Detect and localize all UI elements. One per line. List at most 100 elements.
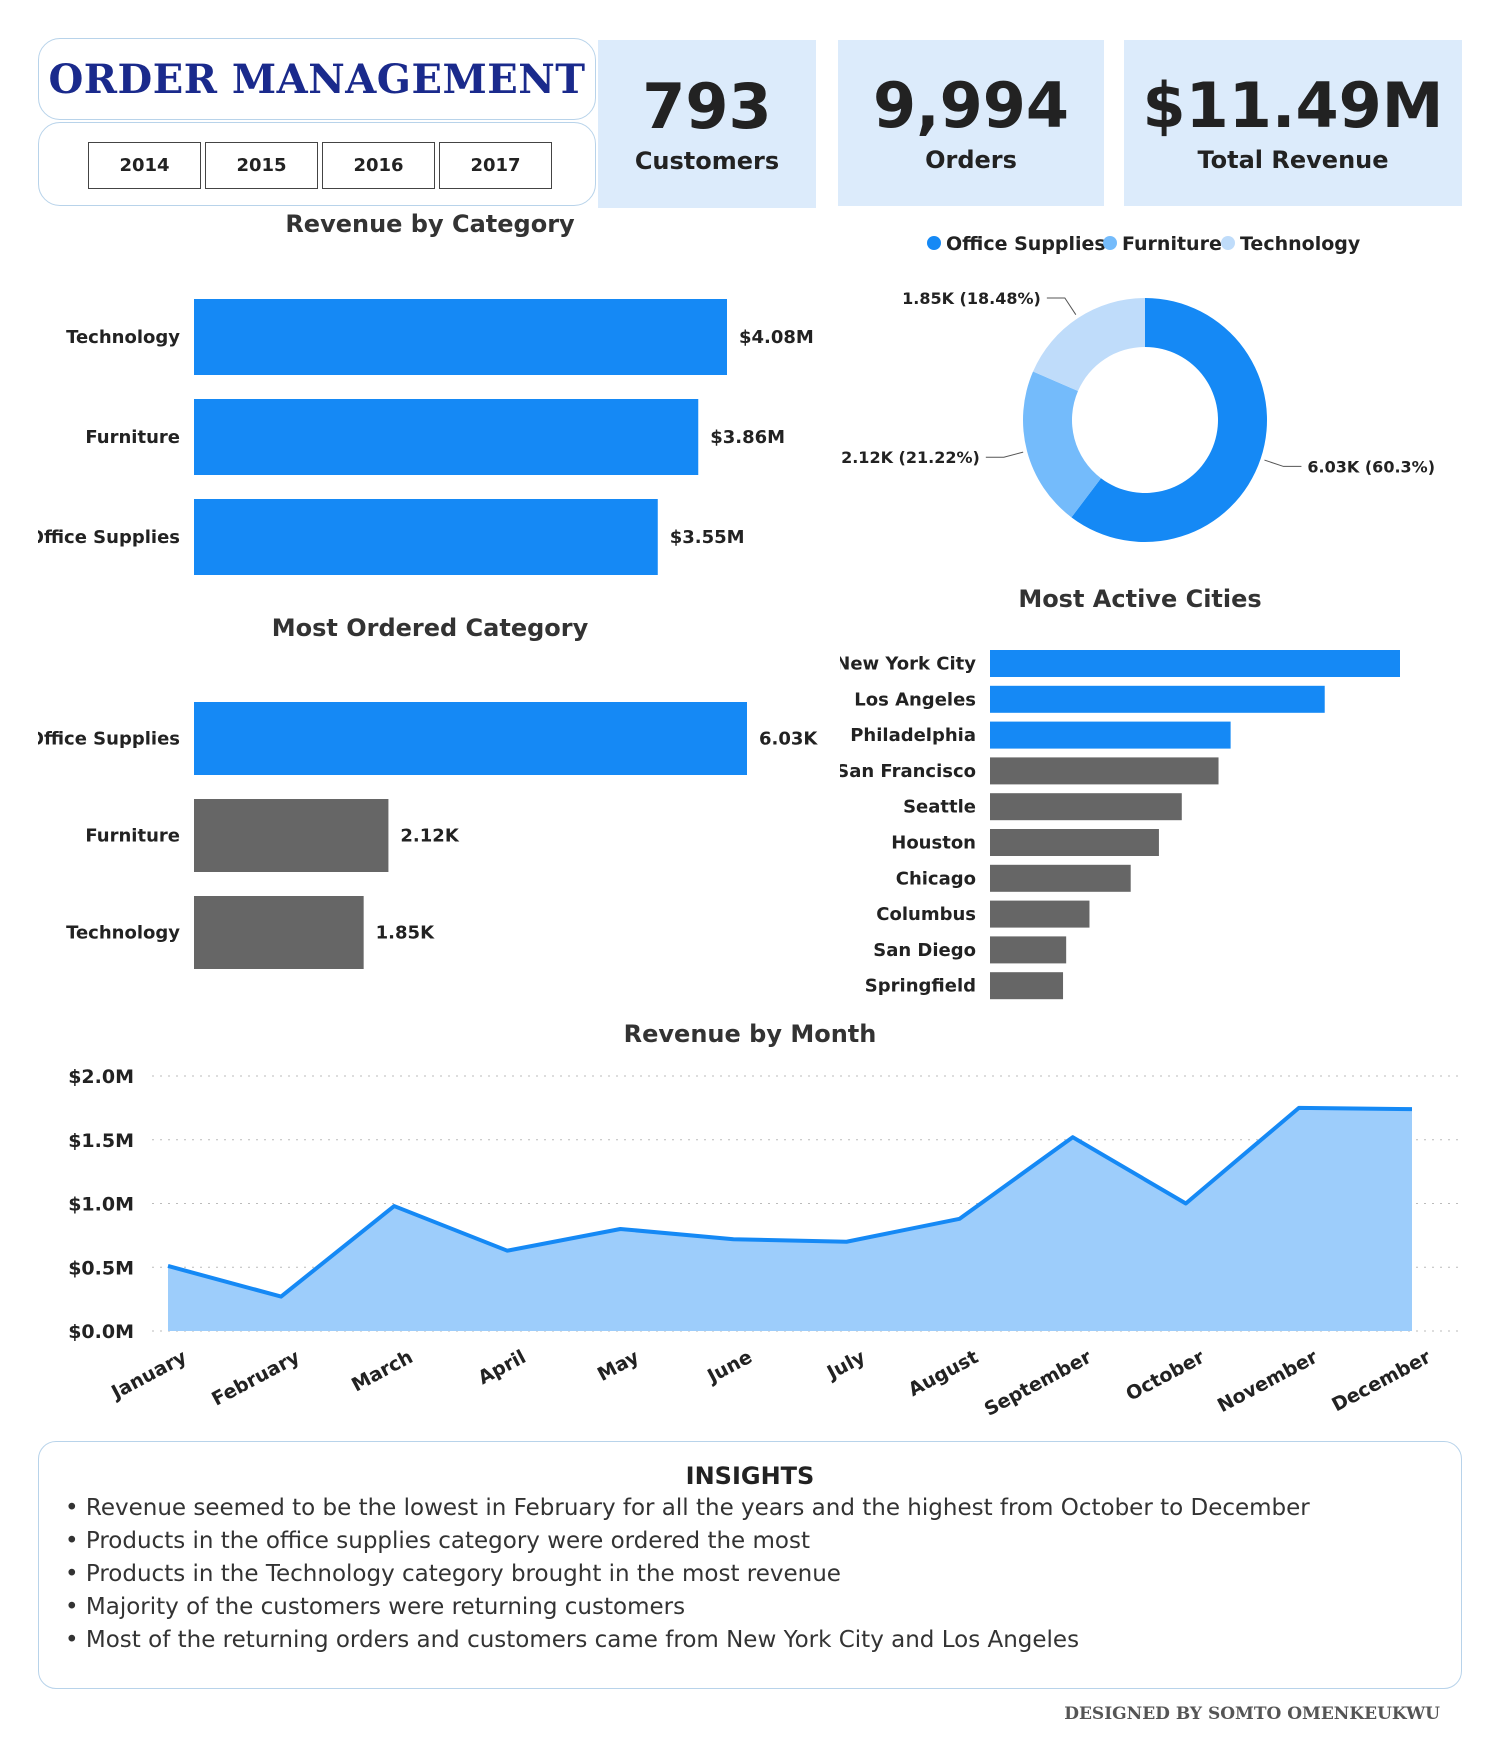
- category-label: Office Supplies: [38, 527, 180, 548]
- revenue-by-month-title: Revenue by Month: [623, 1020, 877, 1048]
- donut-data-label: 6.03K (60.3%): [1307, 457, 1435, 476]
- category-label: San Francisco: [840, 761, 976, 782]
- data-label: 6.03K: [759, 729, 818, 750]
- year-button-2016[interactable]: 2016: [322, 142, 435, 189]
- data-label: 1.85K: [376, 923, 435, 944]
- revenue-line: [167, 1105, 1413, 1299]
- revenue-by-category-chart: Technology $4.08M Furniture $3.86M Office Su…: [38, 299, 814, 575]
- bar: [990, 721, 1231, 749]
- bar: [990, 829, 1159, 856]
- category-label: New York City: [840, 654, 976, 675]
- year-button-2017[interactable]: 2017: [439, 142, 552, 189]
- bar: [990, 757, 1219, 785]
- year-slicer: 2014 2015 2016 2017: [38, 122, 596, 206]
- kpi-total-revenue: $11.49M Total Revenue: [1124, 40, 1462, 206]
- bar: [194, 299, 727, 375]
- year-button-2015[interactable]: 2015: [205, 142, 318, 189]
- y-tick-label: $1.5M: [68, 1130, 134, 1152]
- x-tick-label: June: [702, 1346, 756, 1388]
- bar: [194, 896, 364, 969]
- x-tick-label: September: [981, 1346, 1096, 1420]
- leader-line: [1046, 297, 1077, 315]
- bar: [990, 900, 1090, 928]
- bar: [990, 936, 1067, 964]
- insights-panel: INSIGHTS Revenue seemed to be the lowest…: [38, 1441, 1462, 1689]
- legend-marker: [1103, 236, 1117, 250]
- designer-credit: DESIGNED BY SOMTO OMENKEUKWU: [1064, 1704, 1440, 1724]
- category-label: Columbus: [876, 904, 976, 925]
- donut-data-label: 1.85K (18.48%): [902, 289, 1041, 308]
- kpi-revenue-label: Total Revenue: [1197, 146, 1389, 175]
- bar: [194, 399, 699, 475]
- category-label: Furniture: [85, 427, 180, 448]
- insight-item: Revenue seemed to be the lowest in Febru…: [65, 1492, 1310, 1525]
- donut-slice: [1033, 298, 1145, 392]
- bar: [990, 864, 1131, 892]
- kpi-customers-value: 793: [642, 69, 772, 143]
- category-label: Chicago: [896, 868, 976, 889]
- insights-title: INSIGHTS: [685, 1462, 815, 1490]
- legend-label: Technology: [1240, 233, 1361, 255]
- bar: [990, 650, 1400, 677]
- bar: [990, 793, 1182, 821]
- most-ordered-category-chart: Office Supplies 6.03K Furniture 2.12K Techno…: [38, 702, 818, 969]
- most-active-cities-title: Most Active Cities: [1018, 585, 1262, 613]
- bar: [194, 702, 747, 775]
- leader-line: [1264, 459, 1302, 467]
- donut-slice: [1023, 371, 1101, 518]
- bar: [990, 972, 1064, 1000]
- leader-line: [985, 451, 1024, 458]
- category-label: Office Supplies: [38, 729, 180, 750]
- x-tick-label: February: [208, 1346, 304, 1411]
- insights-list: Revenue seemed to be the lowest in Febru…: [65, 1492, 1310, 1657]
- y-tick-label: $1.0M: [68, 1194, 134, 1216]
- legend-marker: [927, 236, 941, 250]
- year-button-2014[interactable]: 2014: [88, 142, 201, 189]
- insight-item: Products in the Technology category brou…: [65, 1558, 1310, 1591]
- category-label: Houston: [891, 833, 976, 854]
- insight-item: Majority of the customers were returning…: [65, 1591, 1310, 1624]
- category-label: Seattle: [903, 797, 976, 818]
- category-label: Technology: [66, 923, 180, 944]
- insight-item: Most of the returning orders and custome…: [65, 1624, 1310, 1657]
- orders-share-donut-chart: Office Supplies Furniture Technology 6.03K …: [841, 233, 1435, 542]
- data-label: $3.86M: [710, 427, 785, 448]
- kpi-orders-value: 9,994: [872, 68, 1070, 142]
- category-label: San Diego: [873, 940, 976, 961]
- x-tick-label: August: [905, 1346, 982, 1401]
- x-tick-label: March: [348, 1346, 417, 1396]
- category-label: Furniture: [85, 826, 180, 847]
- data-label: $4.08M: [739, 327, 814, 348]
- kpi-orders: 9,994 Orders: [838, 40, 1104, 206]
- y-tick-label: $2.0M: [68, 1066, 134, 1088]
- x-tick-label: November: [1214, 1346, 1322, 1417]
- bar: [990, 685, 1325, 713]
- category-label: Springfield: [865, 976, 976, 997]
- category-label: Technology: [66, 327, 180, 348]
- title-card: ORDER MANAGEMENT: [38, 38, 596, 120]
- bar: [194, 499, 658, 575]
- x-tick-label: January: [106, 1346, 191, 1405]
- dashboard-title: ORDER MANAGEMENT: [48, 55, 586, 103]
- kpi-customers: 793 Customers: [598, 40, 816, 208]
- category-label: Los Angeles: [854, 689, 976, 710]
- x-tick-label: December: [1328, 1346, 1435, 1417]
- revenue-by-month-chart: $0.0M $0.5M $1.0M $1.5M $2.0M January February…: [68, 1066, 1460, 1420]
- donut-slice: [1071, 298, 1267, 542]
- x-tick-label: July: [822, 1346, 870, 1385]
- x-tick-label: October: [1122, 1346, 1208, 1406]
- kpi-orders-label: Orders: [925, 146, 1017, 175]
- data-label: 2.12K: [400, 826, 459, 847]
- insight-item: Products in the office supplies category…: [65, 1525, 1310, 1558]
- y-tick-label: $0.5M: [68, 1257, 134, 1279]
- y-tick-label: $0.0M: [68, 1321, 134, 1343]
- revenue-by-category-title: Revenue by Category: [285, 210, 575, 238]
- x-tick-label: May: [594, 1346, 643, 1386]
- most-ordered-category-title: Most Ordered Category: [271, 614, 589, 642]
- donut-data-label: 2.12K (21.22%): [841, 448, 980, 467]
- category-label: Philadelphia: [850, 725, 976, 746]
- legend-label: Office Supplies: [946, 233, 1106, 255]
- data-label: $3.55M: [670, 527, 745, 548]
- legend-label: Furniture: [1122, 233, 1222, 255]
- legend-marker: [1221, 236, 1235, 250]
